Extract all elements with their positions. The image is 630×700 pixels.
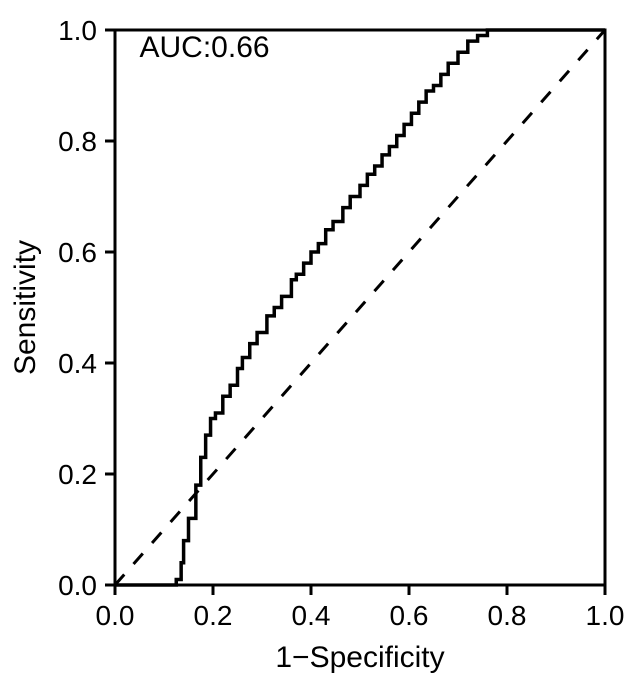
diagonal-reference-line [115, 30, 605, 585]
y-tick-label: 0.6 [58, 237, 97, 268]
y-tick-label: 0.2 [58, 459, 97, 490]
y-tick-label: 1.0 [58, 15, 97, 46]
y-tick-label: 0.8 [58, 126, 97, 157]
x-tick-label: 1.0 [586, 600, 625, 631]
x-tick-label: 0.8 [488, 600, 527, 631]
y-axis-label: Sensitivity [9, 240, 42, 375]
x-tick-label: 0.6 [390, 600, 429, 631]
x-tick-label: 0.2 [194, 600, 233, 631]
x-axis-label: 1−Specificity [275, 641, 444, 674]
x-tick-label: 0.0 [96, 600, 135, 631]
roc-chart-svg: 0.0 0.2 0.4 0.6 0.8 1.0 0.0 0.2 0.4 0.6 0.8 1.0 1−Sp… [0, 0, 630, 700]
y-tick-label: 0.4 [58, 348, 97, 379]
auc-annotation: AUC:0.66 [140, 31, 270, 64]
x-tick-label: 0.4 [292, 600, 331, 631]
roc-chart: 0.0 0.2 0.4 0.6 0.8 1.0 0.0 0.2 0.4 0.6 0.8 1.0 1−Sp… [0, 0, 630, 700]
y-tick-label: 0.0 [58, 570, 97, 601]
